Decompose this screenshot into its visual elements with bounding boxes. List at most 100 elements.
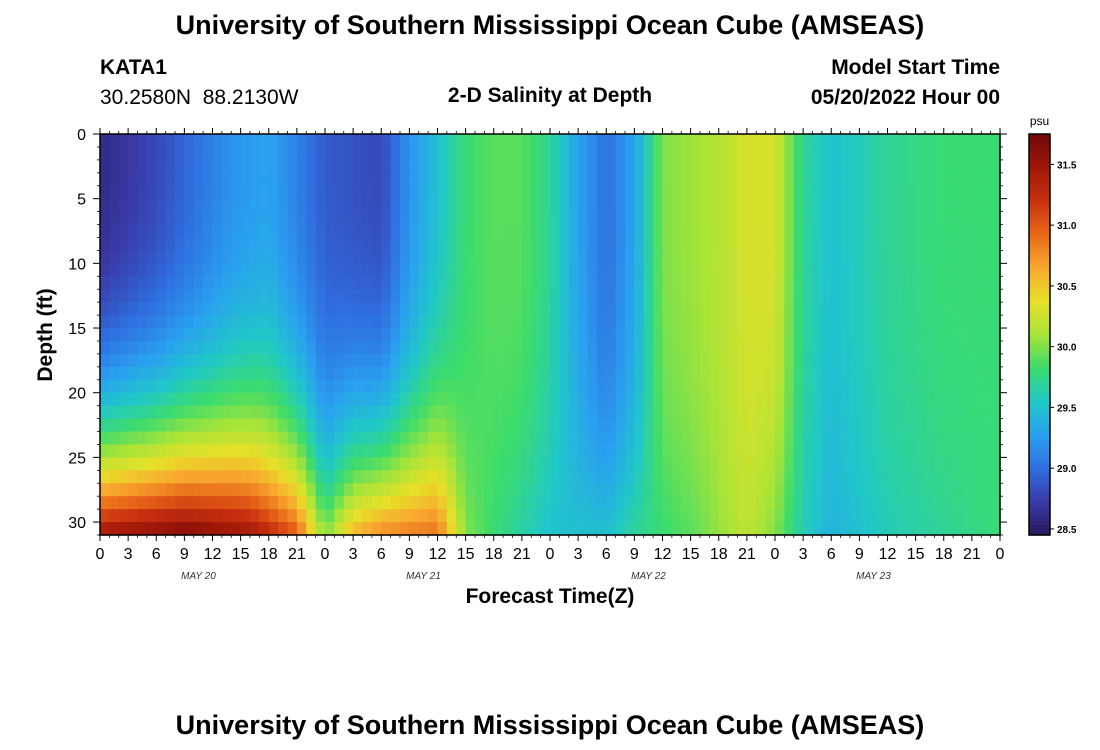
heatmap-cell: [568, 522, 579, 536]
heatmap-cell: [812, 224, 823, 239]
heatmap-cell: [896, 250, 907, 264]
heatmap-cell: [128, 444, 139, 458]
heatmap-cell: [484, 198, 495, 213]
heatmap-cell: [353, 483, 364, 497]
heatmap-cell: [484, 328, 495, 342]
heatmap-cell: [859, 276, 870, 290]
heatmap-cell: [118, 211, 129, 226]
colorbar-segment: [1029, 197, 1050, 202]
heatmap-cell: [690, 328, 701, 342]
heatmap-cell: [418, 302, 429, 316]
model-start-label: Model Start Time: [831, 56, 1000, 79]
heatmap-cell: [746, 250, 757, 264]
heatmap-cell: [484, 340, 495, 355]
heatmap-cell: [334, 328, 345, 342]
heatmap-cell: [343, 457, 354, 471]
heatmap-cell: [962, 198, 973, 213]
heatmap-cell: [681, 418, 692, 433]
heatmap-cell: [231, 418, 242, 433]
heatmap-cell: [643, 276, 654, 290]
heatmap-cell: [606, 198, 617, 213]
heatmap-cell: [559, 340, 570, 355]
heatmap-cell: [981, 250, 992, 264]
heatmap-cell: [353, 146, 364, 161]
heatmap-cell: [793, 134, 804, 148]
heatmap-cell: [700, 496, 710, 510]
heatmap-cell: [390, 444, 401, 458]
heatmap-cell: [240, 483, 251, 497]
heatmap-cell: [540, 470, 551, 484]
heatmap-cell: [606, 315, 617, 329]
colorbar-segment: [1029, 164, 1050, 169]
heatmap-cell: [475, 431, 485, 446]
heatmap-cell: [596, 159, 607, 174]
heatmap-cell: [718, 496, 729, 510]
heatmap-cell: [437, 392, 448, 407]
heatmap-cell: [475, 405, 485, 420]
heatmap-cell: [681, 444, 692, 458]
heatmap-cell: [943, 328, 954, 342]
heatmap-cell: [325, 366, 335, 381]
colorbar-segment: [1029, 187, 1050, 192]
heatmap-cell: [587, 185, 598, 200]
heatmap-cell: [793, 315, 804, 329]
heatmap-cell: [456, 418, 467, 433]
heatmap-cell: [925, 263, 935, 277]
heatmap-cell: [756, 146, 767, 161]
heatmap-cell: [887, 172, 898, 187]
heatmap-cell: [887, 457, 898, 471]
heatmap-cell: [728, 185, 739, 200]
heatmap-cell: [203, 146, 214, 161]
heatmap-cell: [550, 211, 560, 226]
heatmap-cell: [521, 172, 532, 187]
heatmap-cell: [418, 224, 429, 239]
x-tick-label: 15: [457, 546, 475, 563]
x-tick-label: 3: [124, 546, 133, 563]
heatmap-cell: [831, 392, 842, 407]
heatmap-cell: [259, 250, 270, 264]
heatmap-cell: [259, 276, 270, 290]
heatmap-cell: [906, 237, 917, 252]
heatmap-cell: [390, 392, 401, 407]
heatmap-cell: [606, 289, 617, 303]
heatmap-cell: [390, 250, 401, 264]
heatmap-cell: [250, 405, 260, 420]
heatmap-cell: [353, 353, 364, 368]
heatmap-cell: [962, 509, 973, 523]
heatmap-cell: [371, 470, 382, 484]
heatmap-cell: [446, 483, 457, 497]
heatmap-cell: [531, 392, 542, 407]
heatmap-cell: [606, 263, 617, 277]
heatmap-cell: [100, 392, 110, 407]
heatmap-cell: [887, 444, 898, 458]
heatmap-cell: [203, 289, 214, 303]
colorbar-segment: [1029, 494, 1050, 499]
heatmap-cells: [100, 134, 1001, 536]
heatmap-cell: [896, 405, 907, 420]
x-tick-label: 3: [574, 546, 583, 563]
heatmap-cell: [287, 366, 298, 381]
heatmap-cell: [315, 353, 326, 368]
heatmap-cell: [343, 159, 354, 174]
heatmap-cell: [934, 418, 945, 433]
heatmap-cell: [587, 483, 598, 497]
heatmap-cell: [512, 315, 523, 329]
heatmap-cell: [746, 496, 757, 510]
heatmap-cell: [456, 146, 467, 161]
heatmap-cell: [578, 198, 589, 213]
heatmap-cell: [775, 509, 785, 523]
heatmap-cell: [896, 483, 907, 497]
heatmap-cell: [428, 340, 439, 355]
heatmap-cell: [512, 457, 523, 471]
heatmap-cell: [925, 276, 935, 290]
heatmap-cell: [690, 340, 701, 355]
colorbar-segment: [1029, 311, 1050, 316]
heatmap-cell: [596, 328, 607, 342]
heatmap-cell: [362, 276, 373, 290]
heatmap-cell: [606, 496, 617, 510]
heatmap-cell: [165, 185, 176, 200]
heatmap-cell: [203, 353, 214, 368]
heatmap-cell: [662, 172, 673, 187]
heatmap-cell: [990, 289, 1001, 303]
heatmap-cell: [475, 509, 485, 523]
